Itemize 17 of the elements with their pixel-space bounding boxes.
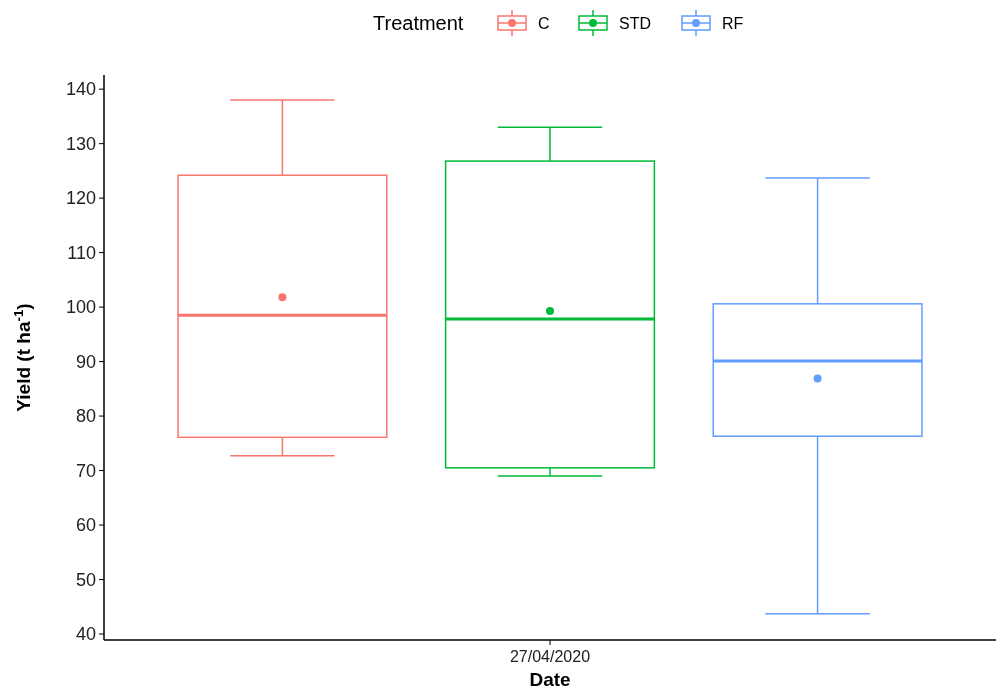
y-tick-label: 100 <box>65 297 96 318</box>
y-tick-label: 90 <box>75 351 96 372</box>
y-tick-label: 130 <box>65 133 96 154</box>
y-tick-label: 110 <box>67 242 96 263</box>
y-tick-label: 120 <box>65 188 96 209</box>
legend-label: C <box>538 15 550 32</box>
y-tick-label: 140 <box>65 79 96 100</box>
y-tick-label: 50 <box>75 569 96 590</box>
y-tick-label: 40 <box>75 624 96 645</box>
y-tick-label: 60 <box>75 515 96 536</box>
y-tick-label: 70 <box>75 460 96 481</box>
x-tick-label: 27/04/2020 <box>509 648 591 665</box>
y-tick-label: 80 <box>75 406 96 427</box>
legend-label: STD <box>619 15 651 32</box>
legend-title: Treatment <box>373 12 464 34</box>
x-axis-title: Date <box>529 669 571 690</box>
legend-label: RF <box>722 15 744 32</box>
